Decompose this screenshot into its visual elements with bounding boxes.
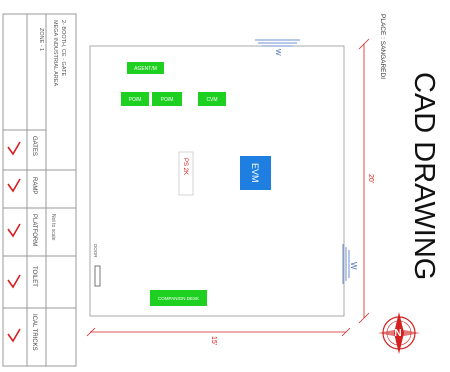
- companion-desk-box: [150, 290, 207, 306]
- top-window: [255, 39, 300, 47]
- side-label-ramp: RAMP: [31, 177, 37, 194]
- side-label-platform: PLATFORM: [31, 214, 37, 246]
- po-box-2: [152, 92, 182, 106]
- po-box-1: [121, 92, 149, 106]
- cvm-box-label: CVM: [206, 97, 217, 103]
- ps-box: [178, 151, 194, 196]
- ps-box-label: PS 2K: [182, 158, 188, 175]
- header-note-2: MEGA INDUSTRIAL AREA: [52, 20, 58, 86]
- header-note-1: 2- BOOTH, CE - GATE: [60, 20, 66, 76]
- agent-box-label: AGENT/M: [134, 66, 157, 72]
- header-note-3: ZONE - 1: [38, 28, 44, 51]
- check-mark-icon: [7, 178, 21, 193]
- agent-box: [127, 62, 164, 74]
- width-dimension-tick: [86, 327, 96, 337]
- check-mark-icon: [7, 274, 21, 289]
- width-dimension-label: 15': [210, 336, 217, 345]
- door-label: DOOR: [93, 244, 98, 258]
- side-label-toilet: TOILET: [31, 266, 37, 287]
- side-label-ical-tricks: ICAL TRICKS: [31, 314, 37, 351]
- width-dimension-tick: [341, 327, 351, 337]
- right-window: [342, 244, 350, 284]
- evm-box: [240, 156, 271, 190]
- drawing-title: CAD DRAWING: [408, 72, 440, 280]
- check-mark-icon: [7, 328, 21, 343]
- height-dimension-tick: [358, 312, 370, 324]
- top-window-label: W: [274, 49, 281, 56]
- check-marks: [7, 141, 21, 343]
- cvm-box: [198, 92, 226, 106]
- place-label: PLACE : SANGAREDI: [379, 14, 386, 79]
- height-dimension-label: 20': [367, 174, 374, 183]
- left-info-frame: [2, 13, 77, 367]
- door-marker: [94, 265, 101, 287]
- check-mark-icon: [7, 223, 21, 238]
- north-compass-icon: [378, 312, 420, 354]
- check-mark-icon: [7, 141, 21, 156]
- po-box-1-label: PO/M: [129, 97, 142, 103]
- height-dimension-tick: [358, 38, 370, 50]
- po-box-2-label: PO/M: [161, 97, 174, 103]
- room-outline: [89, 45, 345, 317]
- side-label-gates: GATES: [31, 136, 37, 156]
- evm-box-label: EVM: [250, 163, 260, 183]
- right-window-label: W: [349, 262, 358, 270]
- companion-desk-label: COMPANION DESK: [158, 296, 199, 301]
- north-label: N: [394, 328, 401, 339]
- side-note: Not to scale: [50, 214, 56, 241]
